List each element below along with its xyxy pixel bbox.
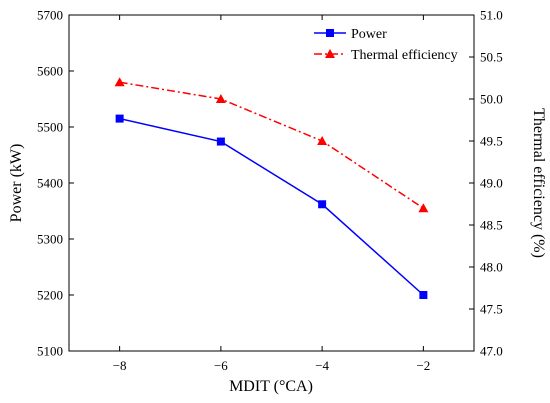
- data-point: [115, 114, 124, 123]
- y-tick-label: 5700: [37, 8, 63, 23]
- legend-marker: [325, 49, 335, 58]
- data-point: [215, 94, 226, 103]
- x-tick-label: −8: [113, 358, 127, 373]
- y2-axis-title: Thermal efficiency (%): [530, 108, 547, 258]
- y2-axis-ticks: 47.0 47.5 48.0 48.5 49.0 49.5 50.0 50.5 51.0: [469, 8, 503, 359]
- y2-tick-label: 50.0: [480, 92, 503, 107]
- y2-tick-label: 50.5: [480, 50, 503, 65]
- y-tick-label: 5300: [37, 232, 63, 247]
- data-point: [419, 291, 428, 299]
- y-tick-label: 5600: [37, 64, 63, 79]
- x-tick-label: −6: [214, 358, 228, 373]
- data-point: [318, 200, 327, 209]
- y-tick-label: 5100: [37, 344, 63, 359]
- series-line: [119, 81, 424, 209]
- x-tick-label: −2: [416, 358, 430, 373]
- series-thermal-efficiency: [114, 77, 429, 213]
- data-point: [216, 137, 225, 146]
- y-tick-label: 5400: [37, 176, 63, 191]
- data-point: [114, 77, 125, 87]
- series-layer: [114, 77, 429, 299]
- y2-tick-label: 47.5: [480, 302, 503, 317]
- series-line: [119, 117, 424, 296]
- y2-tick-label: 48.0: [480, 260, 503, 275]
- series-power: [115, 114, 428, 299]
- legend-label: Thermal efficiency: [351, 48, 458, 63]
- y2-tick-label: 49.0: [480, 176, 503, 191]
- x-tick-label: −4: [315, 358, 329, 373]
- y2-tick-label: 51.0: [480, 8, 503, 23]
- x-axis-title: MDIT (°CA): [229, 378, 313, 395]
- y2-tick-label: 48.5: [480, 218, 503, 233]
- y2-tick-label: 49.5: [480, 134, 503, 149]
- legend-marker: [326, 29, 334, 37]
- data-point: [317, 136, 328, 145]
- legend-label: Power: [351, 27, 387, 42]
- y-axis-ticks: 5100 5200 5300 5400 5500 5600 5700: [37, 8, 74, 359]
- plot-frame: [68, 14, 475, 352]
- y-tick-label: 5200: [37, 288, 63, 303]
- y2-tick-label: 47.0: [480, 344, 503, 359]
- x-axis-ticks: −8 −6 −4 −2: [113, 15, 430, 373]
- legend: Power Thermal efficiency: [314, 27, 458, 63]
- y-tick-label: 5500: [37, 120, 63, 135]
- data-point: [418, 203, 429, 213]
- y-axis-title: Power (kW): [8, 144, 25, 223]
